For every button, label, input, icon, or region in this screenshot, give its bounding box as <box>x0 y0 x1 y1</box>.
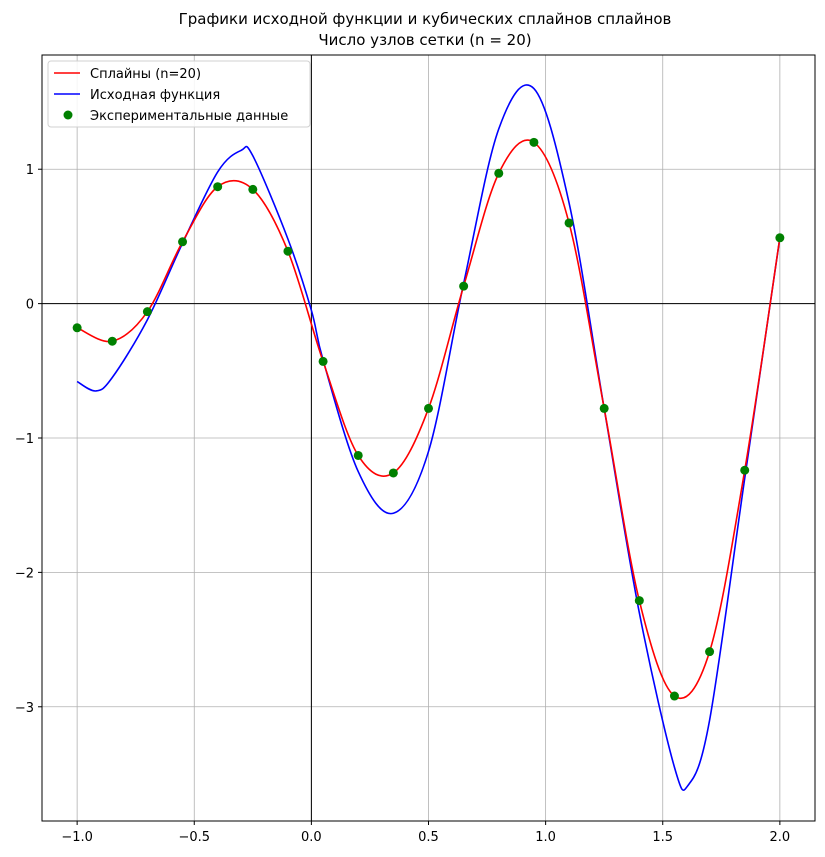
data-point <box>599 403 609 413</box>
data-point <box>178 237 188 247</box>
data-point <box>353 450 363 460</box>
scatter-points-layer <box>72 137 785 701</box>
zero-axes <box>42 55 815 821</box>
x-tick-label: −1.0 <box>61 830 93 845</box>
data-point <box>705 647 715 657</box>
data-point <box>283 246 293 256</box>
data-point <box>740 465 750 475</box>
y-tick-label: −1 <box>15 432 34 447</box>
data-point <box>107 336 117 346</box>
y-tick-label: 1 <box>26 163 34 178</box>
x-tick-label: 2.0 <box>770 830 791 845</box>
legend-label: Сплайны (n=20) <box>90 67 201 82</box>
data-point <box>213 182 223 192</box>
y-tick-label: 0 <box>26 298 34 313</box>
x-tick-label: 1.0 <box>535 830 556 845</box>
legend-marker-scatter <box>63 110 73 120</box>
original-function-line <box>76 84 781 791</box>
x-tick-label: 0.0 <box>301 830 322 845</box>
chart-title-line1: Графики исходной функции и кубических сп… <box>179 10 672 28</box>
data-point <box>72 323 82 333</box>
chart-title-line2: Число узлов сетки (n = 20) <box>318 31 531 49</box>
data-point <box>388 468 398 478</box>
x-tick-label: 1.5 <box>652 830 673 845</box>
data-point <box>564 218 574 228</box>
data-point <box>775 233 785 243</box>
data-point <box>142 307 152 317</box>
legend-label: Исходная функция <box>90 88 220 103</box>
tick-layer: −1.0 −0.5 0.0 0.5 1.0 1.5 2.0 −3 −2 −1 0 1 <box>15 163 790 845</box>
data-point <box>494 168 504 178</box>
data-point <box>459 281 469 291</box>
data-point <box>424 403 433 413</box>
data-point <box>318 356 328 366</box>
legend-box <box>47 60 311 128</box>
grid-layer <box>42 55 815 821</box>
y-tick-label: −2 <box>15 566 34 581</box>
legend: Сплайны (n=20) Исходная функция Эксперимен… <box>47 60 311 128</box>
data-point <box>634 596 644 606</box>
data-point <box>529 137 539 147</box>
x-tick-label: −0.5 <box>178 830 210 845</box>
data-point <box>248 184 258 194</box>
legend-label: Экспериментальные данные <box>90 109 288 124</box>
y-tick-label: −3 <box>15 701 34 716</box>
x-tick-label: 0.5 <box>418 830 439 845</box>
data-point <box>669 691 679 701</box>
